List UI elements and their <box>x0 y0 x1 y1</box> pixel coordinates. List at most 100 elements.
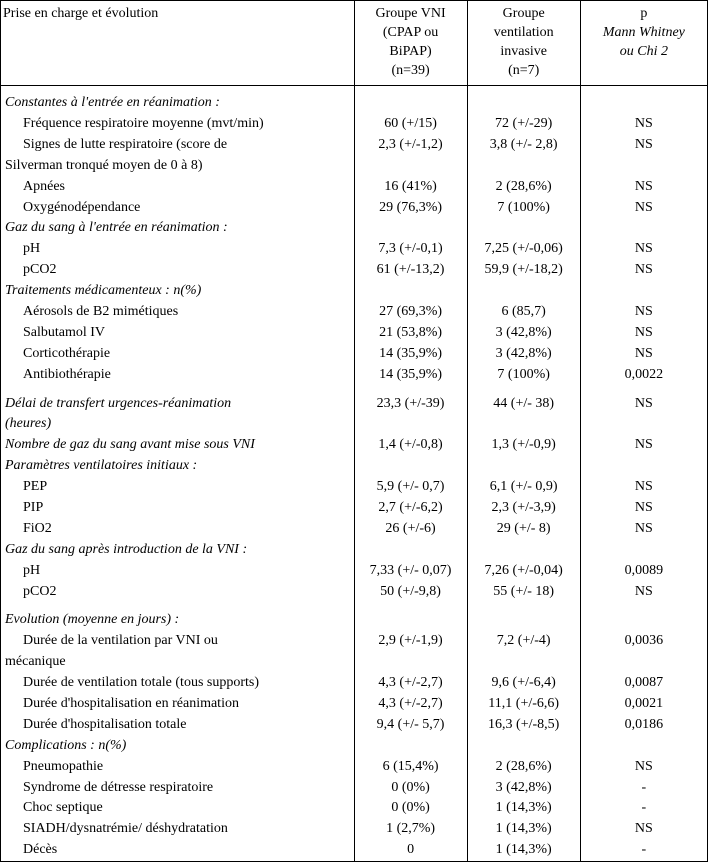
row-label: SIADH/dysnatrémie/ déshydratation <box>1 819 355 840</box>
row-p: 0,0022 <box>580 365 707 386</box>
row-p: - <box>580 778 707 799</box>
row-val: 1 (2,7%) <box>354 819 467 840</box>
row-val: 6 (15,4%) <box>354 757 467 778</box>
table-row: Traitements médicamenteux : n(%) <box>1 281 708 302</box>
row-label: Fréquence respiratoire moyenne (mvt/min) <box>1 114 355 135</box>
row-p: NS <box>580 239 707 260</box>
row-val: 7,25 (+/-0,06) <box>467 239 580 260</box>
row-label: Pneumopathie <box>1 757 355 778</box>
row-val: 2,9 (+/-1,9) <box>354 631 467 652</box>
row-p: 0,0087 <box>580 673 707 694</box>
row-val: 5,9 (+/- 0,7) <box>354 477 467 498</box>
row-label: Syndrome de détresse respiratoire <box>1 778 355 799</box>
row-label: Aérosols de B2 mimétiques <box>1 302 355 323</box>
table-row: pH 7,33 (+/- 0,07) 7,26 (+/-0,04) 0,0089 <box>1 561 708 582</box>
row-p: NS <box>580 394 707 415</box>
row-val: 16 (41%) <box>354 177 467 198</box>
section-title: Délai de transfert urgences-réanimation <box>1 394 355 415</box>
row-val: 1,3 (+/-0,9) <box>467 435 580 456</box>
row-val: 0 <box>354 840 467 861</box>
row-p: NS <box>580 302 707 323</box>
row-p: NS <box>580 477 707 498</box>
row-val: 29 (76,3%) <box>354 198 467 219</box>
table-row: SIADH/dysnatrémie/ déshydratation 1 (2,7… <box>1 819 708 840</box>
table-row: PIP 2,7 (+/-6,2) 2,3 (+/-3,9) NS <box>1 498 708 519</box>
row-val: 7,3 (+/-0,1) <box>354 239 467 260</box>
header-col1: Groupe VNI (CPAP ou BiPAP) (n=39) <box>354 1 467 86</box>
table-row: Signes de lutte respiratoire (score de 2… <box>1 135 708 156</box>
row-val: 9,4 (+/- 5,7) <box>354 715 467 736</box>
table-row: pCO2 50 (+/-9,8) 55 (+/- 18) NS <box>1 582 708 603</box>
row-label: Silverman tronqué moyen de 0 à 8) <box>1 156 355 177</box>
row-label: Corticothérapie <box>1 344 355 365</box>
row-label: pH <box>1 239 355 260</box>
row-label: pCO2 <box>1 260 355 281</box>
row-label: Choc septique <box>1 798 355 819</box>
row-val: 6,1 (+/- 0,9) <box>467 477 580 498</box>
table-row: Choc septique 0 (0%) 1 (14,3%) - <box>1 798 708 819</box>
row-p: - <box>580 798 707 819</box>
row-label: Apnées <box>1 177 355 198</box>
row-label: Durée d'hospitalisation totale <box>1 715 355 736</box>
section-title: Nombre de gaz du sang avant mise sous VN… <box>1 435 355 456</box>
row-val: 4,3 (+/-2,7) <box>354 694 467 715</box>
section-title: Traitements médicamenteux : n(%) <box>1 281 355 302</box>
row-label: FiO2 <box>1 519 355 540</box>
table-row: Antibiothérapie 14 (35,9%) 7 (100%) 0,00… <box>1 365 708 386</box>
row-val: 7,33 (+/- 0,07) <box>354 561 467 582</box>
row-val: 59,9 (+/-18,2) <box>467 260 580 281</box>
header-label: Prise en charge et évolution <box>1 1 355 86</box>
table-row: Aérosols de B2 mimétiques 27 (69,3%) 6 (… <box>1 302 708 323</box>
row-val: 55 (+/- 18) <box>467 582 580 603</box>
section-title: Constantes à l'entrée en réanimation : <box>1 93 355 114</box>
row-p: 0,0021 <box>580 694 707 715</box>
row-val: 11,1 (+/-6,6) <box>467 694 580 715</box>
row-val: 0 (0%) <box>354 778 467 799</box>
table-row: Durée d'hospitalisation en réanimation 4… <box>1 694 708 715</box>
row-val: 7,26 (+/-0,04) <box>467 561 580 582</box>
row-label: Antibiothérapie <box>1 365 355 386</box>
table-row: (heures) <box>1 414 708 435</box>
row-label: Salbutamol IV <box>1 323 355 344</box>
row-label: Durée de ventilation totale (tous suppor… <box>1 673 355 694</box>
section-title: Gaz du sang à l'entrée en réanimation : <box>1 218 355 239</box>
row-val: 21 (53,8%) <box>354 323 467 344</box>
row-val: 14 (35,9%) <box>354 344 467 365</box>
section-title: Gaz du sang après introduction de la VNI… <box>1 540 355 561</box>
section-title: Evolution (moyenne en jours) : <box>1 610 355 631</box>
row-val: 2,3 (+/-3,9) <box>467 498 580 519</box>
row-val: 61 (+/-13,2) <box>354 260 467 281</box>
row-val: 14 (35,9%) <box>354 365 467 386</box>
row-val: 3 (42,8%) <box>467 344 580 365</box>
table-row: Oxygénodépendance 29 (76,3%) 7 (100%) NS <box>1 198 708 219</box>
table-row: Complications : n(%) <box>1 736 708 757</box>
row-p: NS <box>580 435 707 456</box>
table-row: mécanique <box>1 652 708 673</box>
row-val: 2,3 (+/-1,2) <box>354 135 467 156</box>
row-val: 1 (14,3%) <box>467 840 580 861</box>
table-row: Corticothérapie 14 (35,9%) 3 (42,8%) NS <box>1 344 708 365</box>
row-p: NS <box>580 323 707 344</box>
row-val: 27 (69,3%) <box>354 302 467 323</box>
row-label: PIP <box>1 498 355 519</box>
table-row: Fréquence respiratoire moyenne (mvt/min)… <box>1 114 708 135</box>
row-val: 29 (+/- 8) <box>467 519 580 540</box>
row-val: 2 (28,6%) <box>467 757 580 778</box>
row-label: Signes de lutte respiratoire (score de <box>1 135 355 156</box>
row-val: 1 (14,3%) <box>467 819 580 840</box>
section-title: Paramètres ventilatoires initiaux : <box>1 456 355 477</box>
table-row: Gaz du sang après introduction de la VNI… <box>1 540 708 561</box>
row-val: 7 (100%) <box>467 198 580 219</box>
row-p: NS <box>580 260 707 281</box>
comparison-table: Prise en charge et évolution Groupe VNI … <box>0 0 708 862</box>
row-val: 1 (14,3%) <box>467 798 580 819</box>
row-p: NS <box>580 198 707 219</box>
row-val: 26 (+/-6) <box>354 519 467 540</box>
table-row: Salbutamol IV 21 (53,8%) 3 (42,8%) NS <box>1 323 708 344</box>
row-p: NS <box>580 519 707 540</box>
table-row: PEP 5,9 (+/- 0,7) 6,1 (+/- 0,9) NS <box>1 477 708 498</box>
row-val: 50 (+/-9,8) <box>354 582 467 603</box>
row-val: 3,8 (+/- 2,8) <box>467 135 580 156</box>
table-row: pCO2 61 (+/-13,2) 59,9 (+/-18,2) NS <box>1 260 708 281</box>
table-row: Pneumopathie 6 (15,4%) 2 (28,6%) NS <box>1 757 708 778</box>
